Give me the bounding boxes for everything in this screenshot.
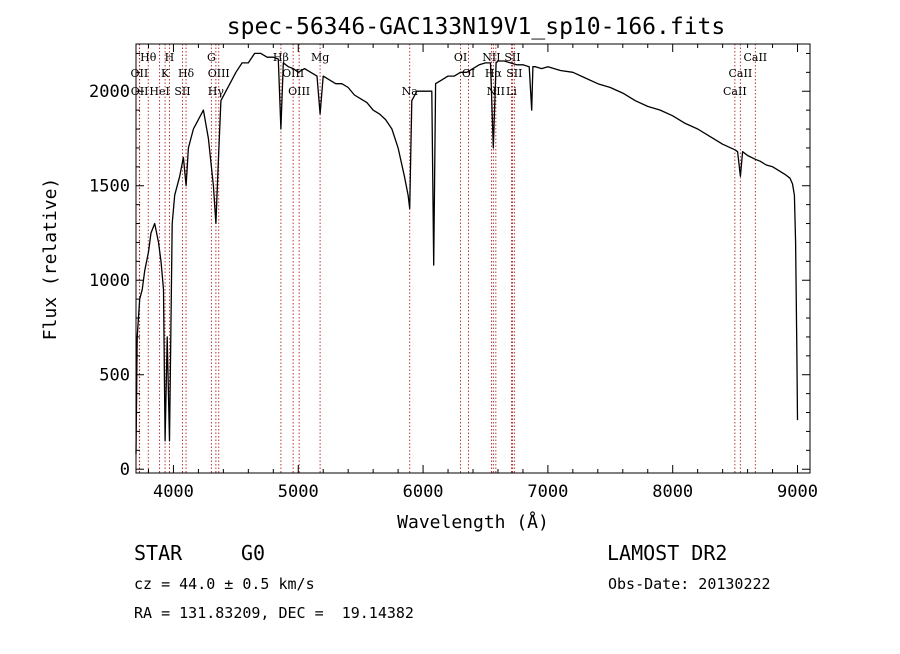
line-label-14: Mg <box>311 51 329 64</box>
y-tick-label-0: 0 <box>120 460 130 480</box>
y-tick-label-4: 2000 <box>89 82 130 102</box>
spectrum-series-group <box>135 52 799 455</box>
line-label-25: CaII <box>729 67 753 80</box>
line-label-21: SII <box>504 51 520 64</box>
line-label-4: K <box>161 67 170 80</box>
line-label-20: NII <box>487 85 505 98</box>
line-label-1: OII <box>131 67 149 80</box>
line-label-6: SII <box>174 85 190 98</box>
y-tick-label-3: 1500 <box>89 177 130 197</box>
line-label-22: SII <box>506 67 522 80</box>
line-label-15: Na <box>402 85 419 98</box>
y-axis-title: Flux (relative) <box>40 178 61 341</box>
y-tick-label-2: 1000 <box>89 271 130 291</box>
coordinates-text: RA = 131.83209, DEC = 19.14382 <box>134 604 414 622</box>
line-label-3: H <box>165 51 175 64</box>
x-tick-label-0: 4000 <box>153 482 194 502</box>
line-label-13: OIII <box>288 85 310 98</box>
line-label-0: Hθ <box>140 51 157 64</box>
chart-title: spec-56346-GAC133N19V1_sp10-166.fits <box>227 14 726 40</box>
line-label-12: OIII <box>282 67 304 80</box>
x-tick-label-5: 9000 <box>777 482 818 502</box>
line-label-26: CaII <box>743 51 767 64</box>
line-label-19: Hα <box>485 67 503 80</box>
line-label-17: OI <box>462 67 475 80</box>
plot-frame <box>135 43 811 474</box>
x-tick-label-3: 7000 <box>527 482 568 502</box>
x-tick-label-2: 6000 <box>403 482 444 502</box>
object-subclass: G0 <box>241 541 265 565</box>
line-label-9: OIII <box>208 67 230 80</box>
line-label-group: Hθ OII OII HK HeI SII Hδ G OIII Hγ Hβ OIII OIII Mg Na O… <box>131 51 768 98</box>
line-label-5: HeI <box>149 85 169 98</box>
line-marker-group <box>138 44 756 473</box>
x-tick-label-4: 8000 <box>652 482 693 502</box>
x-axis-title: Wavelength (Å) <box>397 511 549 533</box>
line-label-2: OII <box>131 85 149 98</box>
line-label-18: NII <box>482 51 500 64</box>
x-tick-label-1: 5000 <box>278 482 319 502</box>
y-tick-label-1: 500 <box>99 366 130 386</box>
line-label-23: Li <box>506 85 517 98</box>
line-label-16: OI <box>454 51 467 64</box>
line-label-8: G <box>207 51 216 64</box>
survey-name: LAMOST DR2 <box>607 541 727 565</box>
obs-date-text: Obs-Date: 20130222 <box>608 575 771 593</box>
line-label-7: Hδ <box>178 67 195 80</box>
axis-ticks-group: 4000 5000 6000 7000 8000 9000 0 500 1000 1500 2000 <box>89 44 818 502</box>
line-label-24: CaII <box>723 85 747 98</box>
redshift-text: cz = 44.0 ± 0.5 km/s <box>134 575 315 593</box>
spectrum-line <box>135 52 799 455</box>
line-label-10: Hγ <box>208 85 225 98</box>
line-label-11: Hβ <box>273 51 289 64</box>
object-class: STAR <box>134 541 183 565</box>
